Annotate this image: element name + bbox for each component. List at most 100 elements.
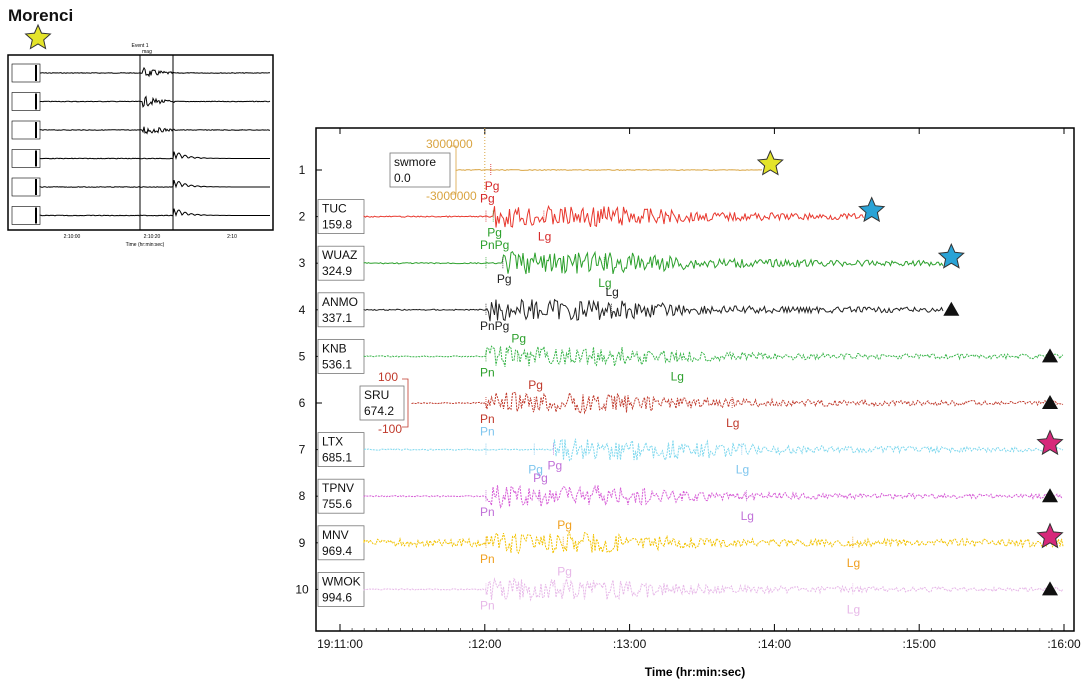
station-box	[317, 525, 365, 561]
phase-pick-label: Pn	[480, 598, 495, 612]
waveform	[363, 577, 1064, 602]
thumbnail-scale	[11, 149, 41, 168]
trace-layer: 1swmore0.03000000-3000000Pg2TUC159.8PgPg…	[295, 128, 1064, 616]
phase-pick-label: Pn	[480, 552, 495, 566]
star-icon	[858, 196, 886, 223]
thumbnail-xtick: 2:10:20	[144, 234, 161, 240]
star-icon	[24, 23, 52, 50]
triangle-icon	[1042, 395, 1058, 409]
phase-pick-label: Lg	[538, 230, 551, 244]
trace-tpnv: 8 TPNV 755.6 Pn Pg Lg	[299, 471, 1064, 523]
thumbnail-trace	[39, 95, 271, 108]
thumbnail-scale	[11, 120, 41, 140]
x-tick-label: :14:00	[758, 637, 792, 651]
trace-wuaz: 3 WUAZ 324.9 Pg PnPg Lg	[299, 238, 965, 290]
trace-index: 4	[299, 303, 306, 317]
phase-pick-label: Pg	[548, 459, 563, 473]
waveform	[411, 391, 1064, 415]
star-icon	[756, 149, 784, 176]
station-box	[317, 432, 365, 468]
triangle-icon	[1042, 488, 1058, 503]
thumbnail-trace	[39, 151, 270, 160]
station-distance: 337.1	[322, 311, 352, 325]
thumbnail-scale	[11, 63, 41, 83]
triangle-icon	[1042, 581, 1058, 596]
station-box	[317, 338, 365, 374]
station-box	[317, 478, 365, 514]
trace-index: 5	[299, 349, 306, 363]
x-tick-label: 19:11:00	[317, 637, 363, 651]
phase-pick-label: Pn	[480, 425, 495, 439]
trace-wmok: 10 WMOK 994.6 Pn Pg Lg	[295, 564, 1064, 616]
star-icon	[1036, 429, 1064, 456]
station-name: LTX	[322, 435, 343, 449]
station-name: MNV	[322, 528, 349, 542]
phase-pick-label: Pg	[480, 192, 495, 206]
phase-pick-label: Lg	[847, 556, 860, 570]
station-distance: 159.8	[322, 218, 352, 232]
thumbnail-trace	[39, 126, 271, 135]
trace-index: 2	[299, 210, 306, 224]
station-distance: 969.4	[322, 544, 352, 558]
station-name: WMOK	[322, 574, 361, 588]
station-distance: 755.6	[322, 497, 352, 511]
phase-pick-label: Pg	[485, 179, 500, 193]
waveform	[363, 438, 1064, 462]
trace-index: 6	[299, 396, 306, 410]
scale-top-label: 100	[378, 370, 398, 384]
figure-title: Morenci	[8, 6, 74, 25]
scale-bottom-label: -3000000	[426, 189, 477, 203]
star-icon	[937, 242, 965, 269]
phase-pick-label: Lg	[741, 509, 754, 523]
station-box	[317, 199, 365, 235]
thumbnail-xtick: 2:10:00	[64, 234, 81, 240]
plot-frame	[315, 127, 1075, 632]
station-distance: 994.6	[322, 590, 352, 604]
phase-pick-label: Pg	[511, 331, 526, 345]
phase-pick-label: Lg	[847, 602, 860, 616]
trace-ltx: 7 LTX 685.1 Pg Pn Pg Lg	[299, 425, 1064, 477]
thumbnail-trace	[40, 66, 270, 78]
trace-index: 10	[295, 582, 309, 596]
station-distance: 674.2	[364, 404, 394, 418]
waveform	[363, 204, 864, 228]
phase-pick-label: Lg	[736, 463, 749, 477]
x-axis: 19:11:00 :12:00 :13:00 :14:00 :15:00 :16:00	[317, 128, 1081, 651]
station-box	[317, 572, 365, 607]
x-tick-label: :15:00	[903, 637, 937, 651]
x-tick-label: :12:00	[468, 637, 502, 651]
waveform	[363, 250, 944, 275]
trace-index: 9	[299, 536, 306, 550]
trace-knb: 5 KNB 536.1 Pn Pg Lg	[299, 331, 1064, 383]
phase-pick-label: Lg	[598, 276, 611, 290]
triangle-icon	[943, 301, 960, 316]
phase-pick-label: PnPg	[480, 319, 509, 333]
phase-pick-label: Pg	[557, 518, 572, 532]
thumbnail-header-2: mag	[142, 49, 152, 55]
station-name: SRU	[364, 388, 389, 402]
star-icon	[1036, 522, 1064, 549]
x-tick-label: :16:00	[1047, 637, 1081, 651]
x-tick-label: :13:00	[613, 637, 647, 651]
trace-index: 8	[299, 489, 306, 503]
waveform	[363, 298, 944, 322]
station-distance: 324.9	[322, 264, 352, 278]
thumbnail-scale	[11, 177, 41, 197]
trace-index: 7	[299, 443, 306, 457]
waveform	[455, 169, 763, 171]
scale-bottom-label: -100	[378, 422, 402, 436]
station-name: WUAZ	[322, 248, 357, 262]
phase-pick-label: Pg	[528, 463, 543, 477]
station-box	[359, 385, 405, 421]
phase-pick-label: Pn	[480, 412, 495, 426]
station-box	[317, 245, 365, 281]
phase-pick-label: Pn	[480, 365, 495, 379]
station-name: ANMO	[322, 295, 358, 309]
trace-mnv: 9 MNV 969.4 Pn Pg Lg	[299, 518, 1064, 570]
scale-bar	[450, 145, 457, 195]
phase-pick-label: PnPg	[480, 238, 509, 252]
scale-top-label: 3000000	[426, 137, 473, 151]
triangle-icon	[1042, 348, 1058, 363]
phase-pick-label: Pg	[533, 471, 548, 485]
phase-pick-label: Pg	[528, 378, 543, 392]
